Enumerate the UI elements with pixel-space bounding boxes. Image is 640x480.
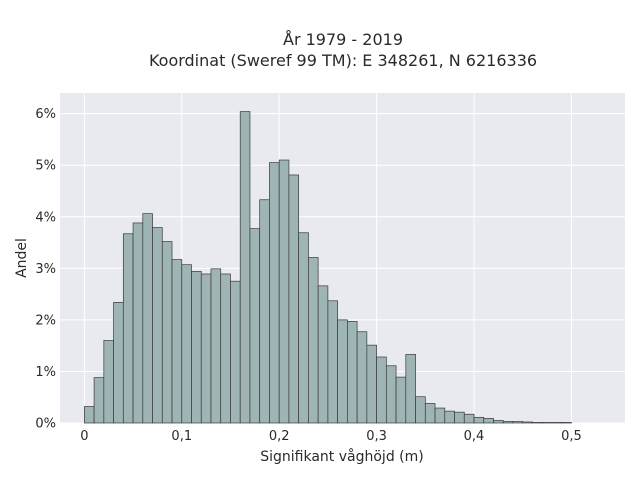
- x-tick-label-0: 0: [80, 429, 88, 444]
- histogram-bar-6: [142, 213, 153, 424]
- histogram-bar-45: [522, 421, 533, 424]
- chart-title-line-1: År 1979 - 2019: [283, 30, 403, 49]
- bars: [84, 111, 572, 424]
- histogram-bar-39: [463, 413, 475, 424]
- histogram-bar-35: [424, 403, 436, 424]
- histogram-bar-47: [541, 422, 553, 424]
- histogram-bar-34: [415, 396, 426, 424]
- histogram-bar-22: [298, 232, 309, 424]
- histogram-bar-17: [249, 228, 261, 424]
- y-tick-label-6: 6%: [35, 107, 56, 122]
- y-tick-label-4: 4%: [35, 210, 56, 225]
- histogram-bar-28: [356, 331, 368, 424]
- histogram-bar-29: [366, 344, 377, 424]
- histogram-bar-23: [308, 257, 319, 424]
- histogram-bar-49: [561, 422, 572, 424]
- histogram-bar-37: [444, 410, 455, 424]
- histogram-bar-24: [317, 285, 329, 424]
- chart-title-line-2: Koordinat (Sweref 99 TM): E 348261, N 62…: [149, 51, 537, 70]
- histogram-bar-41: [483, 418, 494, 424]
- y-axis-label: Andel: [14, 238, 30, 278]
- histogram-bar-12: [200, 273, 212, 424]
- histogram-bar-14: [220, 273, 231, 424]
- histogram-bar-3: [113, 301, 124, 424]
- x-tick-label-4: 0,4: [464, 429, 485, 444]
- histogram-bar-25: [327, 300, 338, 424]
- y-tick-label-0: 0%: [35, 417, 56, 432]
- histogram-bar-16: [239, 111, 251, 424]
- y-tick-label-3: 3%: [35, 262, 56, 277]
- histogram-bar-5: [132, 222, 144, 424]
- histogram-bar-46: [532, 422, 543, 424]
- histogram-bar-20: [278, 159, 290, 424]
- y-tick-label-5: 5%: [35, 159, 56, 174]
- histogram-bar-26: [337, 319, 348, 424]
- x-tick-label-5: 0,5: [561, 429, 582, 444]
- histogram-bar-33: [405, 354, 416, 424]
- histogram-bar-1: [93, 377, 105, 424]
- histogram-bar-44: [512, 421, 524, 424]
- histogram-bar-10: [181, 264, 192, 424]
- histogram-bar-0: [84, 406, 95, 424]
- histogram-bar-18: [259, 199, 270, 424]
- histogram-bar-19: [269, 162, 280, 424]
- histogram-bar-42: [493, 420, 504, 424]
- y-tick-label-1: 1%: [35, 365, 56, 380]
- histogram-bar-48: [551, 422, 563, 424]
- histogram-bar-30: [376, 356, 387, 424]
- x-tick-label-3: 0,3: [366, 429, 387, 444]
- histogram-bar-2: [103, 340, 114, 424]
- y-tick-labels: 0% 1% 2% 3% 4% 5% 6%: [35, 107, 56, 431]
- histogram-bar-27: [347, 321, 358, 424]
- x-tick-label-1: 0,1: [171, 429, 192, 444]
- histogram-bar-32: [395, 376, 407, 424]
- histogram-bar-11: [191, 271, 202, 424]
- x-axis-label: Signifikant våghöjd (m): [260, 448, 423, 465]
- histogram-bar-4: [122, 233, 134, 424]
- histogram-bar-38: [454, 411, 465, 424]
- histogram-bar-8: [161, 241, 173, 424]
- histogram-bar-43: [502, 421, 514, 424]
- histogram-bar-40: [473, 416, 485, 424]
- histogram-bar-15: [230, 280, 241, 424]
- histogram-bar-31: [385, 365, 397, 424]
- x-tick-labels: 0 0,1 0,2 0,3 0,4 0,5: [80, 429, 582, 444]
- y-tick-label-2: 2%: [35, 313, 56, 328]
- histogram-bar-36: [434, 407, 446, 424]
- histogram-bar-7: [152, 227, 163, 424]
- histogram-bar-9: [171, 259, 183, 424]
- x-tick-label-2: 0,2: [269, 429, 290, 444]
- histogram-bar-21: [288, 174, 300, 424]
- histogram-bar-13: [210, 268, 222, 424]
